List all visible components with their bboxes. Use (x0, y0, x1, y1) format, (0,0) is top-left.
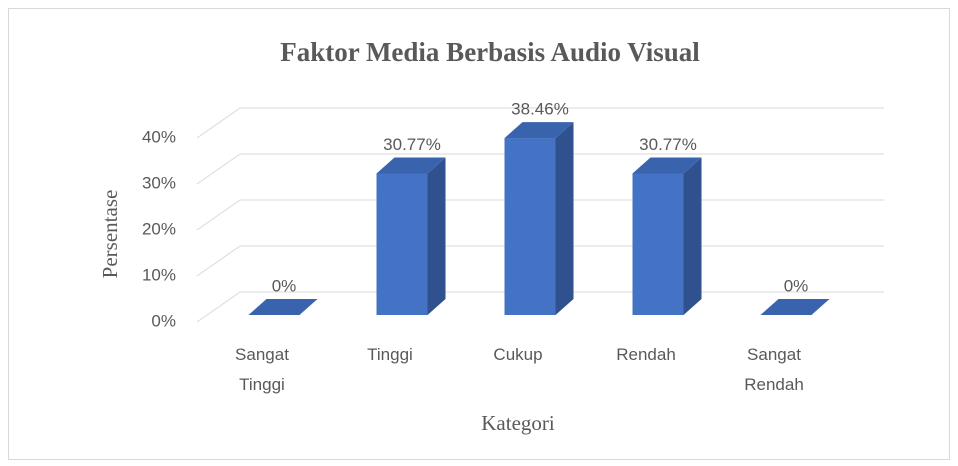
data-label: 0% (784, 276, 809, 295)
y-tick-label: 0% (151, 311, 176, 330)
data-label: 30.77% (383, 135, 441, 154)
bar-top (632, 157, 702, 174)
y-tick-label: 20% (142, 219, 176, 238)
x-tick-label: Tinggi (367, 345, 413, 364)
x-tick-label: Sangat Rendah (744, 345, 804, 394)
bar-front (504, 138, 556, 315)
y-tick-label: 10% (142, 265, 176, 284)
x-axis-label: Kategori (481, 411, 555, 435)
data-label: 30.77% (639, 135, 697, 154)
bar-top (760, 299, 830, 315)
chart-border (8, 8, 950, 460)
bar-front (632, 173, 684, 315)
y-axis-label: Persentase (98, 190, 122, 279)
bar-side (683, 157, 702, 315)
bar-top (376, 157, 446, 174)
grid-line (196, 245, 241, 277)
bar-top (504, 122, 574, 139)
bar-top (248, 299, 318, 315)
x-tick-label: Sangat Tinggi (235, 345, 289, 394)
bar-side (555, 122, 574, 315)
bar-side (427, 157, 446, 315)
x-tick-label: Cukup (493, 345, 543, 364)
grid-line (196, 107, 241, 139)
chart-title: Faktor Media Berbasis Audio Visual (280, 37, 700, 67)
grid-line (196, 291, 241, 323)
grid-line (196, 199, 241, 231)
y-tick-label: 40% (142, 127, 176, 146)
data-label: 38.46% (511, 100, 569, 119)
grid-line (196, 153, 241, 185)
data-label: 0% (272, 276, 297, 295)
bar-front (376, 173, 428, 315)
x-tick-label: Rendah (616, 345, 676, 364)
y-tick-label: 30% (142, 173, 176, 192)
